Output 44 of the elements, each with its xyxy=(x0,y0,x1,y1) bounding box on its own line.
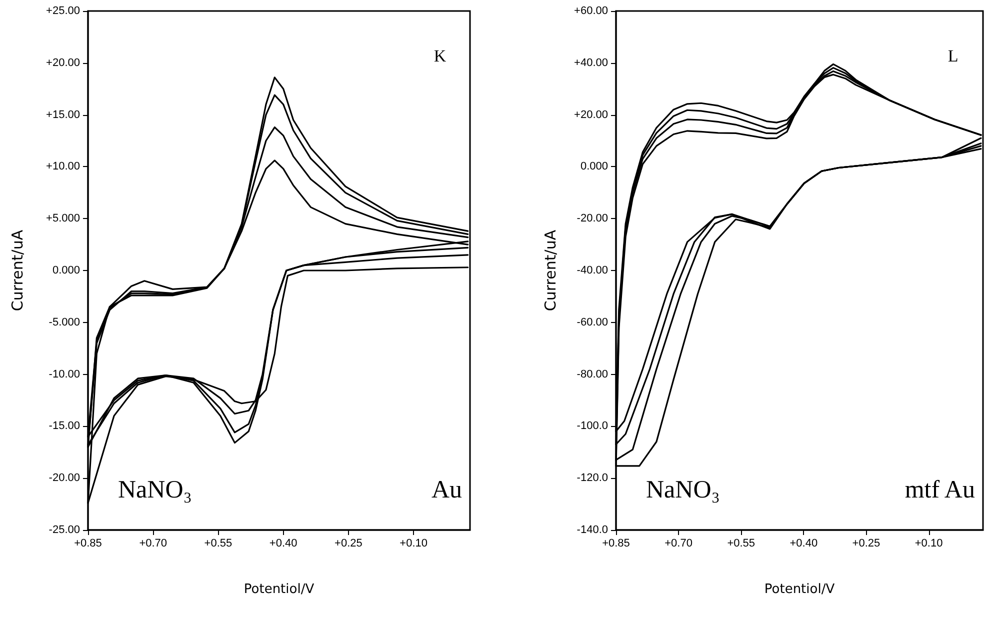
y-tick-label: -5.000 xyxy=(48,316,80,328)
x-tick-label: +0.10 xyxy=(914,538,943,550)
y-tick-label: +5.000 xyxy=(46,212,80,225)
annotation: mtf Au xyxy=(904,476,976,504)
y-tick-label: +20.00 xyxy=(46,56,80,69)
x-tick-label: +0.40 xyxy=(790,538,818,550)
y-tick-label: -10.00 xyxy=(48,368,80,380)
x-tick-label: +0.85 xyxy=(602,538,630,550)
x-tick-label: +0.40 xyxy=(269,538,298,550)
x-axis-title: Potentiol/V xyxy=(244,582,314,597)
x-tick-label: +0.25 xyxy=(852,538,880,550)
y-tick-label: +60.00 xyxy=(574,5,608,17)
y-tick-label: -60.00 xyxy=(576,316,608,328)
y-tick-label: 0.000 xyxy=(52,264,80,276)
x-tick-label: +0.85 xyxy=(74,538,102,550)
y-tick-label: 0.000 xyxy=(580,160,608,173)
y-tick-label: -40.00 xyxy=(576,264,608,276)
y-tick-label: -20.00 xyxy=(48,472,80,484)
annotation: Au xyxy=(431,476,462,504)
annotation: K xyxy=(434,46,447,66)
y-tick-label: -80.00 xyxy=(576,368,608,380)
x-tick-label: +0.55 xyxy=(727,538,756,550)
y-axis-title: Current/uA xyxy=(542,229,560,312)
x-axis-title: Potentiol/V xyxy=(764,582,835,597)
x-tick-label: +0.70 xyxy=(664,538,692,550)
y-tick-label: -25.00 xyxy=(48,524,80,536)
x-tick-label: +0.55 xyxy=(204,538,232,550)
y-tick-label: -20.00 xyxy=(576,212,608,225)
y-tick-label: -100.0 xyxy=(576,420,608,432)
y-tick-label: +25.00 xyxy=(46,5,80,17)
y-tick-label: -120.0 xyxy=(576,472,608,484)
y-axis-title: Current/uA xyxy=(8,229,26,312)
annotation: NaNO₃ xyxy=(118,476,192,504)
y-tick-label: -140.0 xyxy=(576,524,608,536)
x-tick-label: +0.25 xyxy=(334,538,362,550)
y-tick-label: +15.00 xyxy=(46,108,80,121)
y-tick-label: +20.00 xyxy=(574,108,608,121)
annotation: NaNO₃ xyxy=(646,476,720,504)
annotation: L xyxy=(948,46,958,66)
y-tick-label: +40.00 xyxy=(574,56,608,69)
x-tick-label: +0.70 xyxy=(139,538,168,550)
y-tick-label: -15.00 xyxy=(48,420,80,432)
x-tick-label: +0.10 xyxy=(400,538,428,550)
y-tick-label: +10.00 xyxy=(46,160,80,173)
